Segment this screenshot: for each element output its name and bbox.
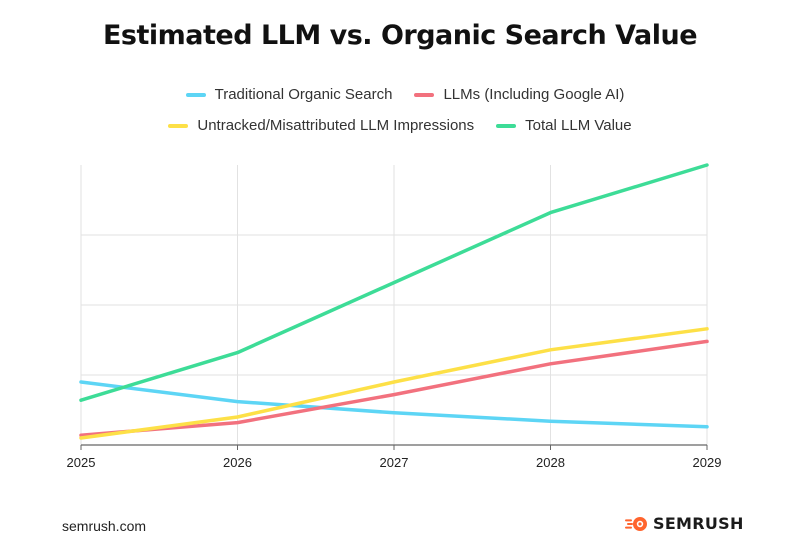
series-line-traditional-organic-search [79,380,709,429]
series-line-llms-including-google-ai [79,339,709,437]
line-chart: 2025 2026 2027 2028 2029 [67,163,722,470]
legend-label: Total LLM Value [525,117,632,134]
x-tick-label: 2029 [693,455,722,470]
legend-row-1: Traditional Organic Search LLMs (Includi… [0,86,800,103]
brand-logo: SEMRUSH [624,514,744,533]
chart-title: Estimated LLM vs. Organic Search Value [102,20,698,51]
x-tick-label: 2026 [223,455,252,470]
x-tick-label: 2025 [67,455,96,470]
source-url: semrush.com [62,518,147,534]
x-tick-label: 2028 [536,455,565,470]
legend-label: LLMs (Including Google AI) [443,86,625,103]
legend-row-2: Untracked/Misattributed LLM Impressions … [0,117,800,134]
series-line-total-llm-value [79,163,709,402]
legend-item-untracked-llm-impressions: Untracked/Misattributed LLM Impressions [168,117,474,134]
legend-swatch-traditional-organic-search [185,92,206,97]
legend-item-llms: LLMs (Including Google AI) [414,86,624,103]
legend-item-traditional-organic-search: Traditional Organic Search [185,86,393,103]
series-line-untracked-misattributed-llm-impressions [79,327,709,440]
legend-label: Untracked/Misattributed LLM Impressions [197,117,475,134]
fireball-logo-icon [625,516,647,531]
legend-item-total-llm-value: Total LLM Value [496,117,632,134]
legend-swatch-untracked-llm-impressions [168,123,189,128]
legend-label: Traditional Organic Search [214,86,393,103]
legend-swatch-llms [414,92,435,97]
brand-name: SEMRUSH [653,514,744,533]
x-tick-label: 2027 [380,455,409,470]
legend-swatch-total-llm-value [496,123,517,128]
